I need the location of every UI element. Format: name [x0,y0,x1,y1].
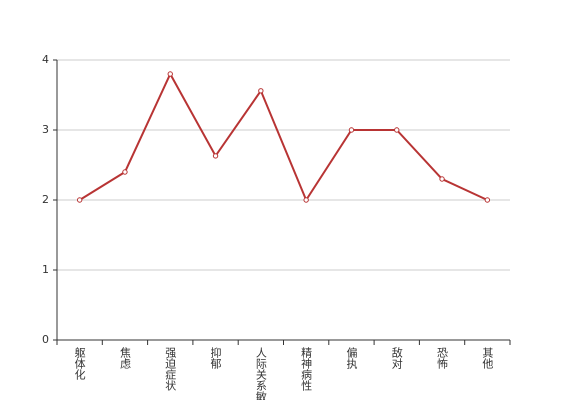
point [212,153,219,159]
x-tick-label: 敌对 [390,346,403,369]
point [394,127,400,133]
x-tick-label: 躯体化 [73,347,86,381]
point [76,197,83,203]
x-tick-label: 强迫症状 [164,347,177,391]
y-tick-label: 4 [42,53,49,66]
x-tick-label: 恐怖 [436,347,449,369]
x-tick-label: 人际关系敏感 [254,347,267,400]
y-tick-label: 1 [42,263,49,276]
point [167,71,173,77]
x-tick-label: 其他 [481,347,494,369]
x-tick-label: 焦虑 [118,347,131,369]
x-tick-label: 精神病性 [300,347,313,392]
point [348,127,355,133]
y-tick-label: 2 [42,193,49,206]
line [79,71,488,203]
point [484,197,491,203]
x-tick-label: 偏执 [345,346,358,370]
point [258,88,264,94]
x-tick-label: 抑郁 [209,346,222,369]
y-tick-label: 0 [42,333,49,346]
y-tick-label: 3 [42,123,49,136]
point [303,197,309,203]
point [122,169,128,175]
point [439,176,445,182]
